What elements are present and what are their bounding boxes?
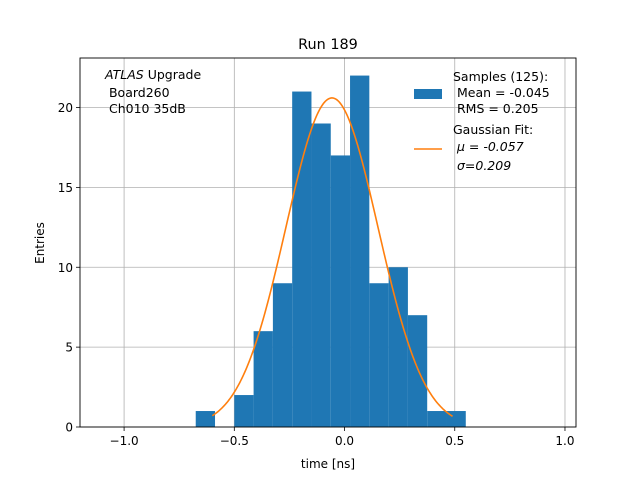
y-axis-ticks: 0 5 10 15 20 bbox=[58, 101, 80, 435]
legend-sigma-label: σ=0.209 bbox=[453, 158, 511, 173]
y-axis-label: Entries bbox=[33, 222, 47, 264]
legend: Samples (125): Mean = -0.045 RMS = 0.205… bbox=[414, 69, 550, 173]
histogram-bar bbox=[369, 283, 389, 427]
x-tick-label: 0.5 bbox=[445, 434, 464, 448]
y-tick-label: 0 bbox=[65, 421, 73, 435]
x-axis-ticks: −1.0 −0.5 0.0 0.5 1.0 bbox=[110, 427, 575, 448]
histogram-bar bbox=[350, 75, 370, 428]
chart-title: Run 189 bbox=[298, 37, 358, 53]
histogram-bars bbox=[195, 75, 466, 428]
legend-rms-label: RMS = 0.205 bbox=[453, 101, 539, 116]
annotation-channel: Ch010 35dB bbox=[105, 101, 186, 116]
histogram-bar bbox=[272, 283, 293, 427]
plot-frame bbox=[79, 57, 577, 428]
atlas-annotation: ATLAS Upgrade Board260 Ch010 35dB bbox=[104, 67, 201, 116]
legend-fit-label: Gaussian Fit: bbox=[453, 122, 533, 137]
annotation-atlas: ATLAS bbox=[104, 67, 144, 82]
svg-text:ATLAS Upgrade: ATLAS Upgrade bbox=[104, 67, 201, 82]
x-tick-label: 0.0 bbox=[335, 434, 354, 448]
x-tick-label: 1.0 bbox=[555, 434, 574, 448]
histogram-bar bbox=[407, 315, 428, 427]
annotation-upgrade: Upgrade bbox=[144, 67, 202, 82]
histogram-bar bbox=[330, 155, 351, 427]
histogram-bar bbox=[195, 411, 216, 427]
y-tick-label: 15 bbox=[58, 181, 73, 195]
legend-histogram-swatch bbox=[414, 89, 442, 99]
y-tick-label: 20 bbox=[58, 101, 73, 115]
histogram-bar bbox=[253, 331, 273, 427]
legend-mu-label: μ = -0.057 bbox=[453, 139, 524, 154]
x-tick-label: −1.0 bbox=[110, 434, 139, 448]
x-axis-label: time [ns] bbox=[301, 457, 355, 471]
legend-mean-label: Mean = -0.045 bbox=[453, 85, 550, 100]
x-tick-label: −0.5 bbox=[220, 434, 249, 448]
gaussian-fit-line bbox=[211, 97, 453, 417]
histogram-bar bbox=[234, 395, 254, 427]
histogram-bar bbox=[427, 411, 447, 427]
histogram-bar bbox=[311, 123, 331, 428]
histogram-bar bbox=[388, 267, 408, 427]
y-tick-label: 10 bbox=[58, 261, 73, 275]
annotation-board: Board260 bbox=[105, 85, 170, 100]
legend-samples-label: Samples (125): bbox=[453, 69, 548, 84]
histogram-bar bbox=[292, 91, 312, 427]
y-tick-label: 5 bbox=[65, 341, 73, 355]
